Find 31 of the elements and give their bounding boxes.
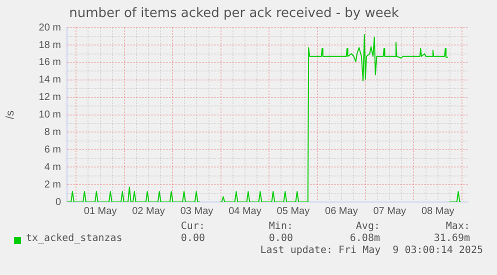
x-tick-label: 07 May [373,206,406,217]
text: Last update: Fri May 9 03:00:14 2025 [260,245,483,256]
text: Max: [446,221,470,232]
x-tick-label: 05 May [276,206,310,217]
y-axis-title: /s [4,110,17,120]
text: Min: [268,221,293,232]
text: 0.00 [180,233,205,244]
y-tick-label: 12 m [38,92,61,104]
chart-title: number of items acked per ack received - by week [69,6,400,22]
text: Avg: [356,221,380,232]
text: Cur: [180,221,205,232]
y-tick-label: 2 m [44,179,61,190]
y-tick-label: 10 m [38,110,61,121]
y-tick-label: 4 m [44,162,61,173]
x-tick-label: 01 May [84,206,117,217]
text: 0.00 [268,233,293,244]
y-tick-label: 18 m [38,40,61,51]
x-tick-label: 06 May [325,206,358,217]
legend-label: tx_acked_stanzas [26,233,122,244]
x-tick-label: 03 May [180,206,214,217]
text: 31.69m [434,233,470,244]
x-tick-label: 04 May [228,206,262,217]
y-tick-label: 6 m [44,144,61,156]
y-tick-label: 16 m [38,57,61,68]
x-tick-label: 02 May [132,206,165,217]
y-tick-label: 8 m [44,126,61,138]
text: 6.08m [350,233,380,244]
y-tick-label: 20 m [38,22,61,34]
y-tick-label: 14 m [38,74,61,86]
y-tick-label: 0 [55,196,62,208]
x-tick-label: 08 May [421,206,454,217]
